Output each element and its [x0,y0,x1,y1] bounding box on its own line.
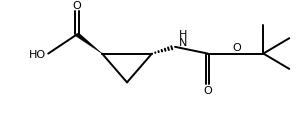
Text: O: O [203,85,212,95]
Text: HO: HO [29,49,46,59]
Text: O: O [73,1,82,11]
Text: N: N [178,37,187,47]
Text: H: H [178,30,187,40]
Text: O: O [232,42,241,52]
Polygon shape [76,33,102,54]
